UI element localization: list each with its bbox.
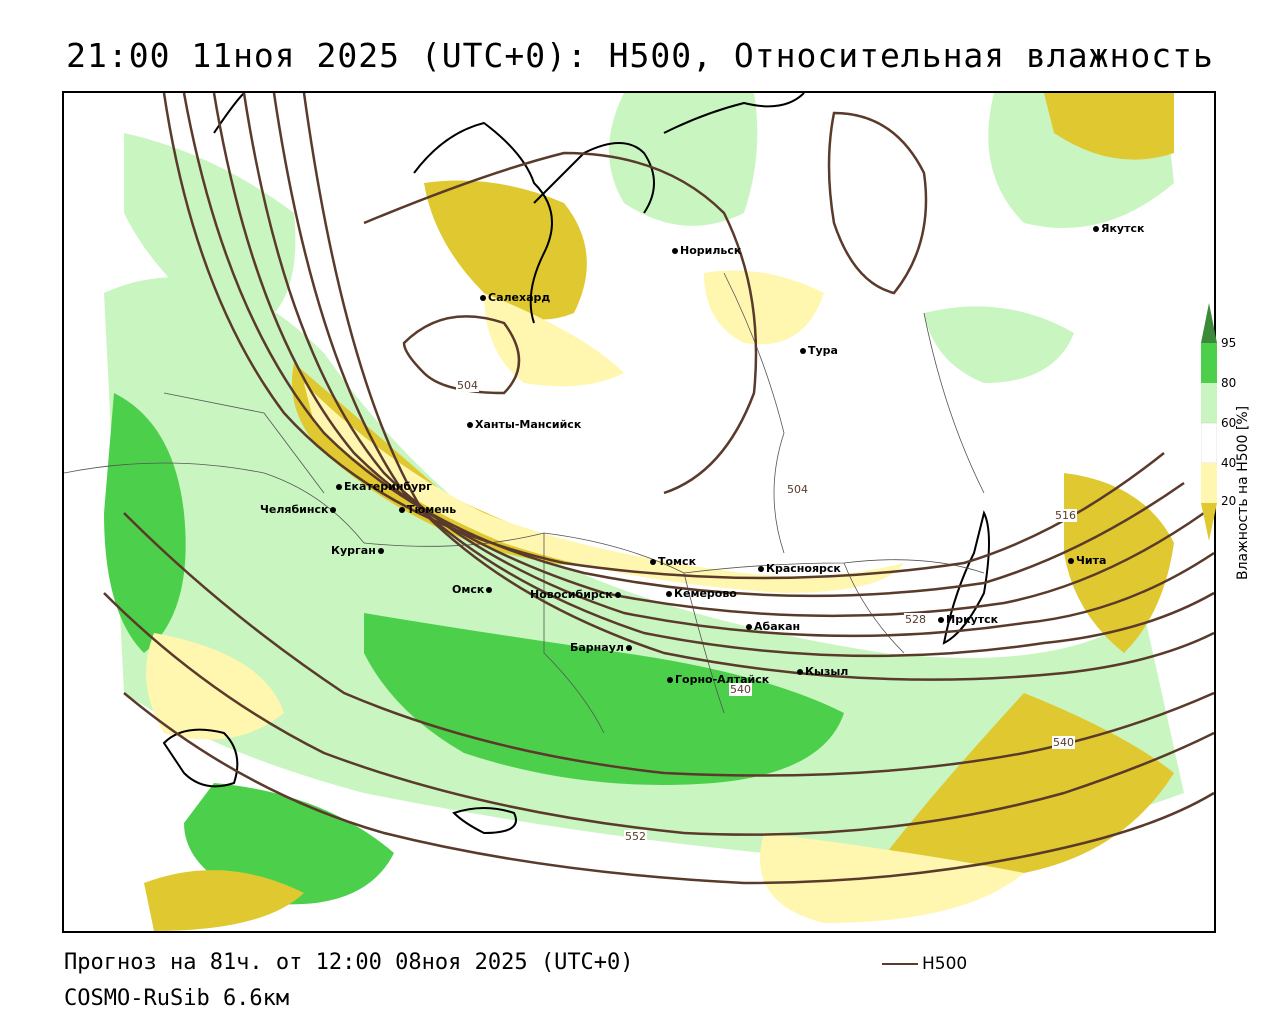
city-name: Кызыл [805,665,849,678]
city-marker: Кемерово [666,587,737,600]
h500-legend: H500 [882,954,967,974]
city-name: Абакан [754,620,801,633]
isoline-label: 540 [1052,736,1075,749]
city-marker: Тура [800,344,838,357]
humidity-fill [64,93,1214,931]
colorbar-tick: 80 [1221,376,1237,390]
city-dot [797,669,803,675]
city-marker: Красноярск [758,562,841,575]
legend-line-swatch [882,963,918,965]
city-marker: Тюмень [399,503,456,516]
city-name: Курган [331,544,376,557]
city-dot [467,422,473,428]
isoline-label: 504 [786,483,809,496]
map-title: 21:00 11ноя 2025 (UTC+0): H500, Относите… [66,36,1214,75]
city-marker: Томск [650,555,696,568]
colorbar-tick: 20 [1221,494,1237,508]
city-dot [377,548,384,554]
forecast-info: Прогноз на 81ч. от 12:00 08ноя 2025 (UTC… [64,950,634,975]
colorbar-tick: 40 [1221,456,1237,470]
city-dot [336,484,342,490]
city-name: Иркутск [946,613,999,626]
colorbar-tick: 95 [1221,336,1237,350]
map-panel: 504 504 516 528 540 540 552 Якутск Норил… [62,91,1216,933]
city-name: Тура [808,344,838,357]
city-dot [758,566,764,572]
humidity-field [64,93,1214,931]
city-name: Новосибирск [530,588,613,601]
coastlines [162,93,990,835]
admin-borders [64,272,985,734]
city-dot [800,348,806,354]
city-name: Салехард [488,291,551,304]
city-marker: Иркутск [938,613,998,626]
isoline-label: 540 [729,683,752,696]
city-name: Чита [1076,554,1107,567]
city-name: Якутск [1101,222,1145,235]
city-marker: Салехард [480,291,550,304]
city-marker: Омск [452,583,494,596]
city-dot [1093,226,1099,232]
city-dot [1068,558,1074,564]
city-marker: Кызыл [797,665,848,678]
isoline-label: 516 [1054,509,1077,522]
city-name: Красноярск [766,562,841,575]
humidity-colorbar [1201,303,1217,541]
colorbar-tick: 60 [1221,416,1237,430]
city-marker: Якутск [1093,222,1144,235]
city-dot [480,295,486,301]
city-name: Кемерово [674,587,737,600]
city-marker: Барнаул [570,641,634,654]
city-dot [938,617,944,623]
city-dot [330,507,337,513]
city-dot [625,645,632,651]
city-name: Челябинск [260,503,329,516]
isoline-label: 504 [456,379,479,392]
city-dot [614,592,621,598]
city-marker: Ханты-Мансийск [467,418,581,431]
city-marker: Норильск [672,244,741,257]
city-name: Горно-Алтайск [675,673,770,686]
city-dot [667,677,673,683]
isoline-label: 528 [904,613,927,626]
city-name: Омск [452,583,485,596]
city-marker: Горно-Алтайск [667,673,769,686]
city-dot [672,248,678,254]
city-marker: Челябинск [260,503,338,516]
colorbar-title: Влажность на H500 [%] [1235,405,1251,580]
city-dot [399,507,405,513]
city-marker: Чита [1068,554,1106,567]
city-name: Томск [658,555,697,568]
city-dot [746,624,752,630]
city-marker: Абакан [746,620,800,633]
city-dot [650,559,656,565]
city-name: Екатеринбург [344,480,432,493]
city-marker: Новосибирск [530,588,623,601]
city-name: Ханты-Мансийск [475,418,582,431]
city-name: Тюмень [407,503,457,516]
city-name: Норильск [680,244,742,257]
legend-label: H500 [922,954,968,974]
city-marker: Курган [331,544,386,557]
city-name: Барнаул [570,641,624,654]
model-name: COSMO-RuSib 6.6км [64,986,290,1011]
city-marker: Екатеринбург [336,480,432,493]
isoline-label: 552 [624,830,647,843]
city-dot [486,587,493,593]
city-dot [666,591,672,597]
